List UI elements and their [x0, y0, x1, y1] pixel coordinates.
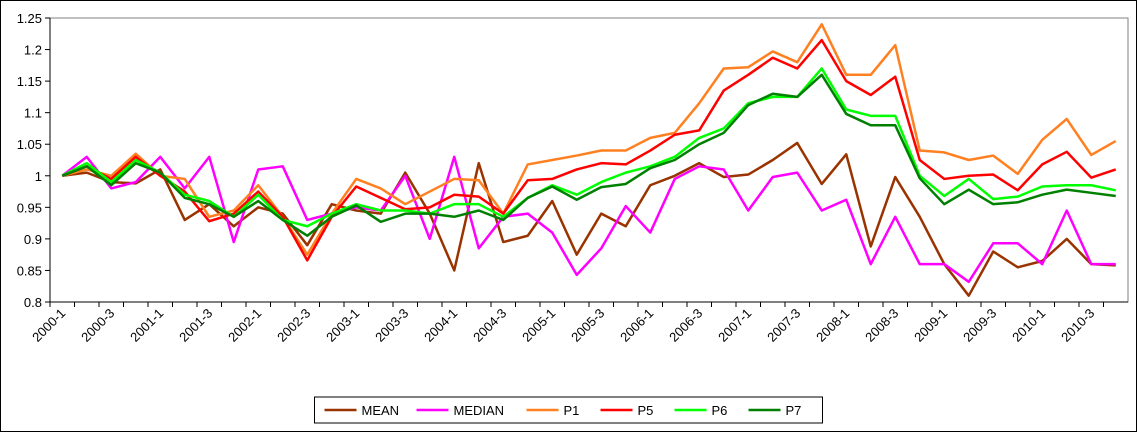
y-tick-label: 1 — [35, 169, 42, 184]
y-tick-label: 0.95 — [17, 200, 42, 215]
y-tick-label: 1.2 — [24, 43, 42, 58]
y-tick-label: 1.25 — [17, 11, 42, 26]
series-line — [61, 73, 1116, 237]
y-tick-label: 0.9 — [24, 232, 42, 247]
legend-label: P1 — [564, 403, 580, 418]
plot-area — [49, 17, 1129, 303]
legend-box — [314, 396, 823, 424]
legend-label: MEDIAN — [454, 403, 505, 418]
y-tick-label: 1.1 — [24, 106, 42, 121]
legend-label: P7 — [786, 403, 802, 418]
y-tick-label: 0.8 — [24, 295, 42, 310]
series-line — [61, 38, 1117, 262]
legend-label: P5 — [638, 403, 654, 418]
y-tick-label: 1.05 — [17, 137, 42, 152]
y-tick-label: 0.85 — [17, 263, 42, 278]
series-line — [62, 141, 1116, 297]
y-tick-label: 1.15 — [17, 74, 42, 89]
series-line — [61, 155, 1116, 284]
legend-label: MEAN — [362, 403, 400, 418]
legend-label: P6 — [712, 403, 728, 418]
series-line — [61, 23, 1117, 256]
